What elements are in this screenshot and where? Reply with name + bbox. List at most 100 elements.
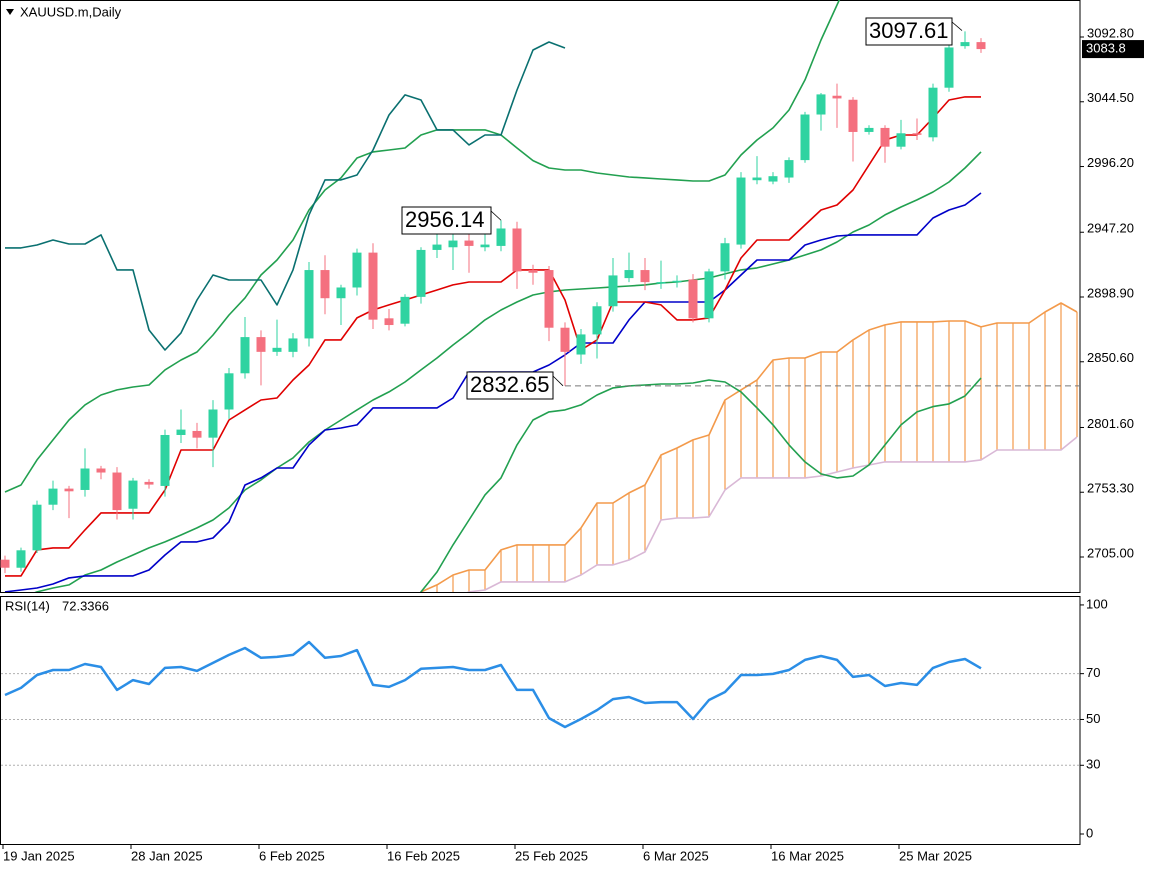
indicator-line (5, 41, 566, 351)
candle-body (528, 270, 538, 273)
y-tick-label: 3044.50 (1087, 90, 1134, 105)
annotation-box (401, 206, 492, 235)
candle-body (944, 47, 954, 88)
candle-body (384, 318, 394, 326)
candle-body (752, 177, 762, 181)
candle-body (400, 296, 410, 324)
y-tick-label: 2996.20 (1087, 155, 1134, 170)
candle-body (32, 504, 42, 551)
candle-body (304, 270, 314, 339)
annotation-label: 3097.61 (869, 18, 949, 43)
x-tick-label: 16 Feb 2025 (387, 848, 460, 863)
candle-body (688, 279, 698, 319)
current-price-label: 3083.8 (1086, 41, 1126, 56)
chart-title: XAUUSD.m,Daily (20, 4, 122, 19)
rsi-plot (1, 640, 1080, 766)
price-plot (0, 0, 1080, 592)
y-tick-label: 3092.80 (1087, 25, 1134, 40)
candle-body (656, 282, 666, 284)
annotation-box (466, 371, 554, 400)
candle-body (0, 559, 10, 568)
candle-body (592, 306, 602, 335)
candle-body (784, 160, 794, 178)
axes: 3092.80 3044.50 2996.20 2947.20 2898.90 2850.… (2, 25, 1144, 863)
rsi-frame (0, 596, 1081, 845)
price-annotation: 2832.65 (466, 371, 564, 400)
candle-body (608, 275, 618, 307)
candle-body (864, 127, 874, 132)
x-tick-label: 6 Mar 2025 (643, 848, 709, 863)
candle-body (272, 347, 282, 352)
candle-body (976, 42, 986, 50)
y-tick-label: 30 (1086, 757, 1100, 772)
candle-body (144, 481, 154, 485)
rsi-line (4, 640, 982, 729)
candle-body (256, 337, 266, 352)
candle-body (912, 133, 922, 135)
candle-body (960, 42, 970, 47)
candle-body (48, 488, 58, 505)
candle-body (480, 244, 490, 248)
candle-body (896, 133, 906, 147)
rsi-value: 72.3366 (62, 598, 109, 613)
candle-body (96, 468, 106, 473)
candle-body (832, 95, 842, 99)
y-tick-label: 2850.60 (1087, 350, 1134, 365)
candle-body (192, 430, 202, 438)
candle-body (464, 240, 474, 246)
indicator-line (34, 151, 982, 592)
candle-body (336, 287, 346, 299)
candle-body (736, 177, 746, 245)
annotation-label: 2832.65 (470, 372, 550, 397)
x-tick-label: 25 Mar 2025 (899, 848, 972, 863)
y-tick-label: 70 (1086, 665, 1100, 680)
y-tick-label: 0 (1086, 825, 1093, 840)
candle-body (720, 243, 730, 272)
candle-body (240, 337, 250, 374)
rsi-title: RSI(14) (5, 598, 50, 613)
candle-body (880, 127, 890, 147)
annotation-label: 2956.14 (405, 207, 485, 232)
main-frame (0, 0, 1081, 593)
x-tick-label: 28 Jan 2025 (131, 848, 203, 863)
y-tick-label: 50 (1086, 711, 1100, 726)
candle-body (544, 270, 554, 328)
candle-body (640, 270, 650, 283)
candle-body (576, 334, 586, 355)
candle-body (160, 434, 170, 486)
annotation-leader (552, 375, 564, 387)
y-tick-label: 2947.20 (1087, 221, 1134, 236)
candle-body (432, 244, 442, 250)
candle-body (416, 249, 426, 297)
price-annotation: 3097.61 (865, 17, 963, 46)
x-tick-label: 6 Feb 2025 (259, 848, 325, 863)
candle-body (624, 270, 634, 279)
candle-body (512, 228, 522, 272)
candle-body (128, 480, 138, 509)
candle-body (288, 338, 298, 352)
cloud-span-b (467, 436, 1078, 592)
candle-body (704, 271, 714, 319)
candle-body (16, 550, 26, 568)
cloud-span-a (420, 302, 1078, 592)
candle-body (80, 468, 90, 490)
indicator-line (4, 0, 841, 493)
candle-body (928, 87, 938, 138)
candle-body (560, 327, 570, 352)
x-tick-label: 16 Mar 2025 (771, 848, 844, 863)
candle-body (112, 472, 122, 511)
candle-body (64, 488, 74, 492)
menu-triangle (6, 9, 14, 15)
candle-body (208, 409, 218, 438)
y-tick-label: 2801.60 (1087, 416, 1134, 431)
indicator-line (419, 377, 982, 592)
candle-body (448, 240, 458, 248)
candle-body (496, 228, 506, 246)
indicator-line (5, 96, 981, 577)
x-tick-label: 25 Feb 2025 (515, 848, 588, 863)
candle-body (224, 373, 234, 410)
candle-body (368, 252, 378, 320)
y-tick-label: 100 (1086, 596, 1108, 611)
candle-body (816, 94, 826, 115)
